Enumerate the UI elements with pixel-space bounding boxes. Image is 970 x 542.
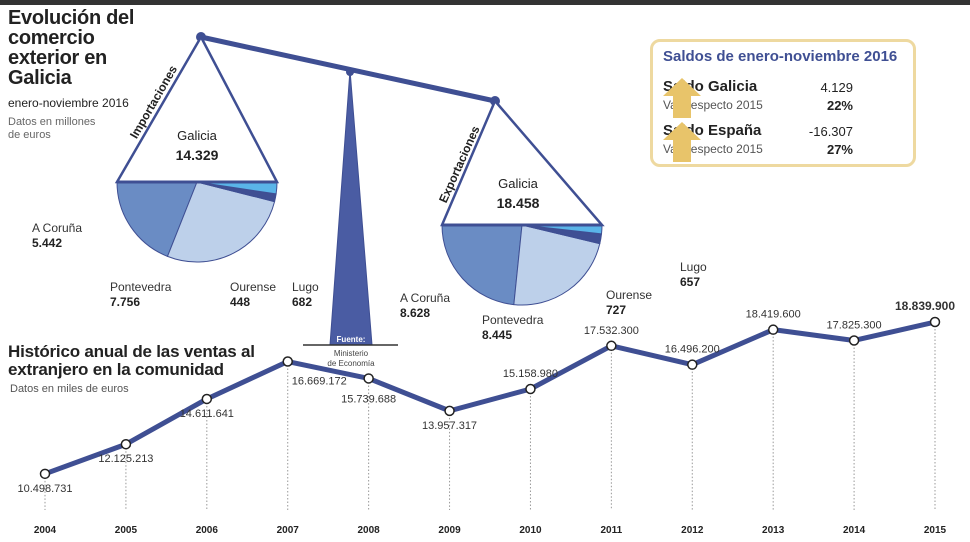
- slice-value: 5.442: [32, 236, 62, 250]
- pie-total: 14.329: [176, 147, 219, 163]
- slice-name: Lugo: [680, 260, 707, 274]
- x-tick-label: 2010: [519, 525, 542, 536]
- data-point: [201, 393, 213, 405]
- source-line2: de Economía: [327, 359, 375, 368]
- slice-name: A Coruña: [400, 291, 450, 305]
- data-point: [39, 468, 51, 480]
- center-pivot: [346, 68, 354, 76]
- data-label: 15.739.688: [341, 393, 396, 405]
- x-tick-label: 2004: [34, 525, 57, 536]
- data-point: [282, 356, 293, 367]
- slice-value: 8.628: [400, 306, 430, 320]
- data-label: 17.532.300: [584, 325, 639, 337]
- x-tick-label: 2006: [196, 525, 219, 536]
- data-label: 12.125.213: [98, 453, 153, 465]
- slice-name: Ourense: [606, 288, 652, 302]
- arrow-up-icon: [663, 122, 701, 162]
- data-point: [767, 324, 779, 335]
- line-chart-subtitle: Datos en miles de euros: [10, 383, 129, 395]
- x-tick-label: 2015: [924, 525, 947, 536]
- pie-slice-a-coru-a: [441, 224, 523, 306]
- x-tick-label: 2005: [115, 525, 138, 536]
- data-label: 16.496.200: [665, 344, 720, 356]
- top-rule: [0, 0, 970, 5]
- saldo-espana-row: Saldo España Var. respecto 2015 -16.307 …: [663, 122, 907, 162]
- slice-name: Pontevedra: [110, 280, 172, 294]
- main-title: Evolución del comercio exterior en Galic…: [8, 7, 135, 89]
- pie-total: 18.458: [497, 195, 540, 211]
- x-tick-label: 2008: [358, 525, 381, 536]
- saldo-pct: 27%: [826, 142, 853, 157]
- pie-slice-pontevedra: [166, 181, 276, 263]
- data-label: 18.419.600: [746, 309, 801, 321]
- saldo-galicia-row: Saldo Galicia Var. respecto 2015 4.129 2…: [663, 78, 907, 118]
- arrow-up-icon: [663, 78, 701, 118]
- saldo-pct: 22%: [826, 98, 853, 113]
- data-point: [687, 359, 698, 370]
- units-note: Datos en millones de euros: [8, 116, 96, 141]
- saldos-box: Saldos de enero-noviembre 2016 Saldo Gal…: [650, 39, 916, 167]
- data-point: [929, 316, 941, 328]
- slice-name: Pontevedra: [482, 313, 544, 327]
- line-chart-title: Histórico anual de las ventas al extranj…: [8, 342, 255, 379]
- data-label: 18.839.900: [895, 299, 955, 313]
- slice-value: 727: [606, 303, 626, 317]
- pie-slice-a-coru-a: [116, 181, 198, 258]
- saldos-title: Saldos de enero-noviembre 2016: [663, 48, 898, 65]
- slice-name: A Coruña: [32, 221, 82, 235]
- data-label: 14.611.641: [180, 408, 234, 420]
- period-subtitle: enero-noviembre 2016: [8, 96, 129, 110]
- pie-slice-pontevedra: [513, 224, 601, 306]
- slice-value: 7.756: [110, 295, 140, 309]
- slice-name: Ourense: [230, 280, 276, 294]
- slice-value: 448: [230, 295, 250, 309]
- data-point: [525, 383, 536, 395]
- source-label: Fuente:: [337, 335, 366, 344]
- data-point: [363, 373, 374, 384]
- x-tick-label: 2014: [843, 525, 866, 536]
- pie-total-label: Galicia: [177, 128, 218, 143]
- slice-value: 8.445: [482, 328, 512, 342]
- scale-stand: [329, 69, 373, 346]
- data-point: [120, 438, 132, 450]
- slice-value: 657: [680, 275, 700, 289]
- data-label: 16.669.172: [292, 376, 347, 388]
- x-tick-label: 2013: [762, 525, 785, 536]
- x-tick-label: 2009: [438, 525, 461, 536]
- data-point: [444, 405, 455, 417]
- slice-value: 682: [292, 295, 312, 309]
- data-label: 13.957.317: [422, 420, 477, 432]
- data-point: [606, 340, 617, 352]
- saldo-value: -16.307: [808, 124, 853, 139]
- data-point: [848, 335, 860, 346]
- data-label: 10.498.731: [17, 483, 72, 495]
- x-tick-label: 2007: [277, 525, 300, 536]
- line-series: [44, 319, 936, 477]
- saldo-value: 4.129: [820, 80, 853, 95]
- source-line1: Ministerio: [334, 349, 369, 358]
- x-tick-label: 2012: [681, 525, 704, 536]
- data-label: 15.158.980: [503, 368, 558, 380]
- pie-total-label: Galicia: [498, 176, 539, 191]
- data-label: 17.825.300: [827, 319, 882, 331]
- x-tick-label: 2011: [601, 525, 623, 536]
- slice-name: Lugo: [292, 280, 319, 294]
